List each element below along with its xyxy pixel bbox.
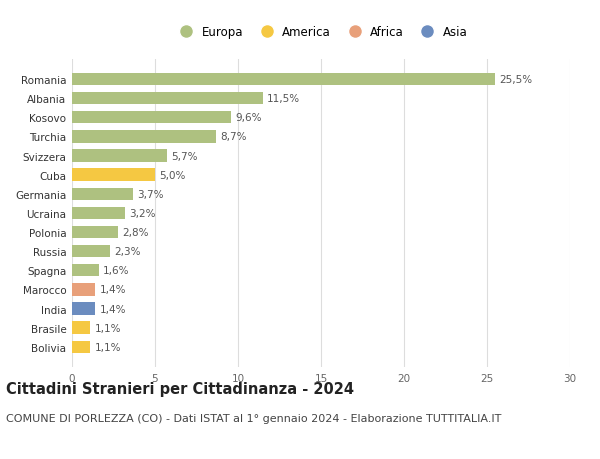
Bar (72, 93, 263, 105)
Text: 5,0%: 5,0% (159, 170, 185, 180)
Bar (72, 131, 217, 143)
Text: 1,4%: 1,4% (100, 285, 126, 295)
Text: 1,1%: 1,1% (94, 342, 121, 352)
Legend: Europa, America, Africa, Asia: Europa, America, Africa, Asia (172, 24, 470, 41)
Bar (72, 188, 133, 201)
Bar (72, 246, 110, 258)
Bar (72, 150, 167, 162)
Text: 5,7%: 5,7% (171, 151, 197, 161)
Bar (72, 207, 125, 220)
Bar (72, 226, 118, 239)
Text: 1,1%: 1,1% (94, 323, 121, 333)
Text: COMUNE DI PORLEZZA (CO) - Dati ISTAT al 1° gennaio 2024 - Elaborazione TUTTITALI: COMUNE DI PORLEZZA (CO) - Dati ISTAT al … (6, 413, 502, 423)
Text: 8,7%: 8,7% (221, 132, 247, 142)
Text: Cittadini Stranieri per Cittadinanza - 2024: Cittadini Stranieri per Cittadinanza - 2… (6, 381, 354, 396)
Bar (72, 322, 90, 334)
Bar (72, 112, 232, 124)
Text: 1,4%: 1,4% (100, 304, 126, 314)
Bar (72, 302, 95, 315)
Text: 1,6%: 1,6% (103, 266, 129, 276)
Bar (72, 264, 98, 277)
Text: 2,3%: 2,3% (115, 246, 141, 257)
Text: 3,7%: 3,7% (137, 190, 164, 199)
Bar (72, 169, 155, 181)
Bar (72, 73, 496, 86)
Text: 25,5%: 25,5% (499, 75, 533, 85)
Text: 11,5%: 11,5% (267, 94, 300, 104)
Text: 3,2%: 3,2% (129, 208, 156, 218)
Text: 2,8%: 2,8% (122, 228, 149, 237)
Text: 9,6%: 9,6% (236, 113, 262, 123)
Bar (72, 284, 95, 296)
Bar (72, 341, 90, 353)
